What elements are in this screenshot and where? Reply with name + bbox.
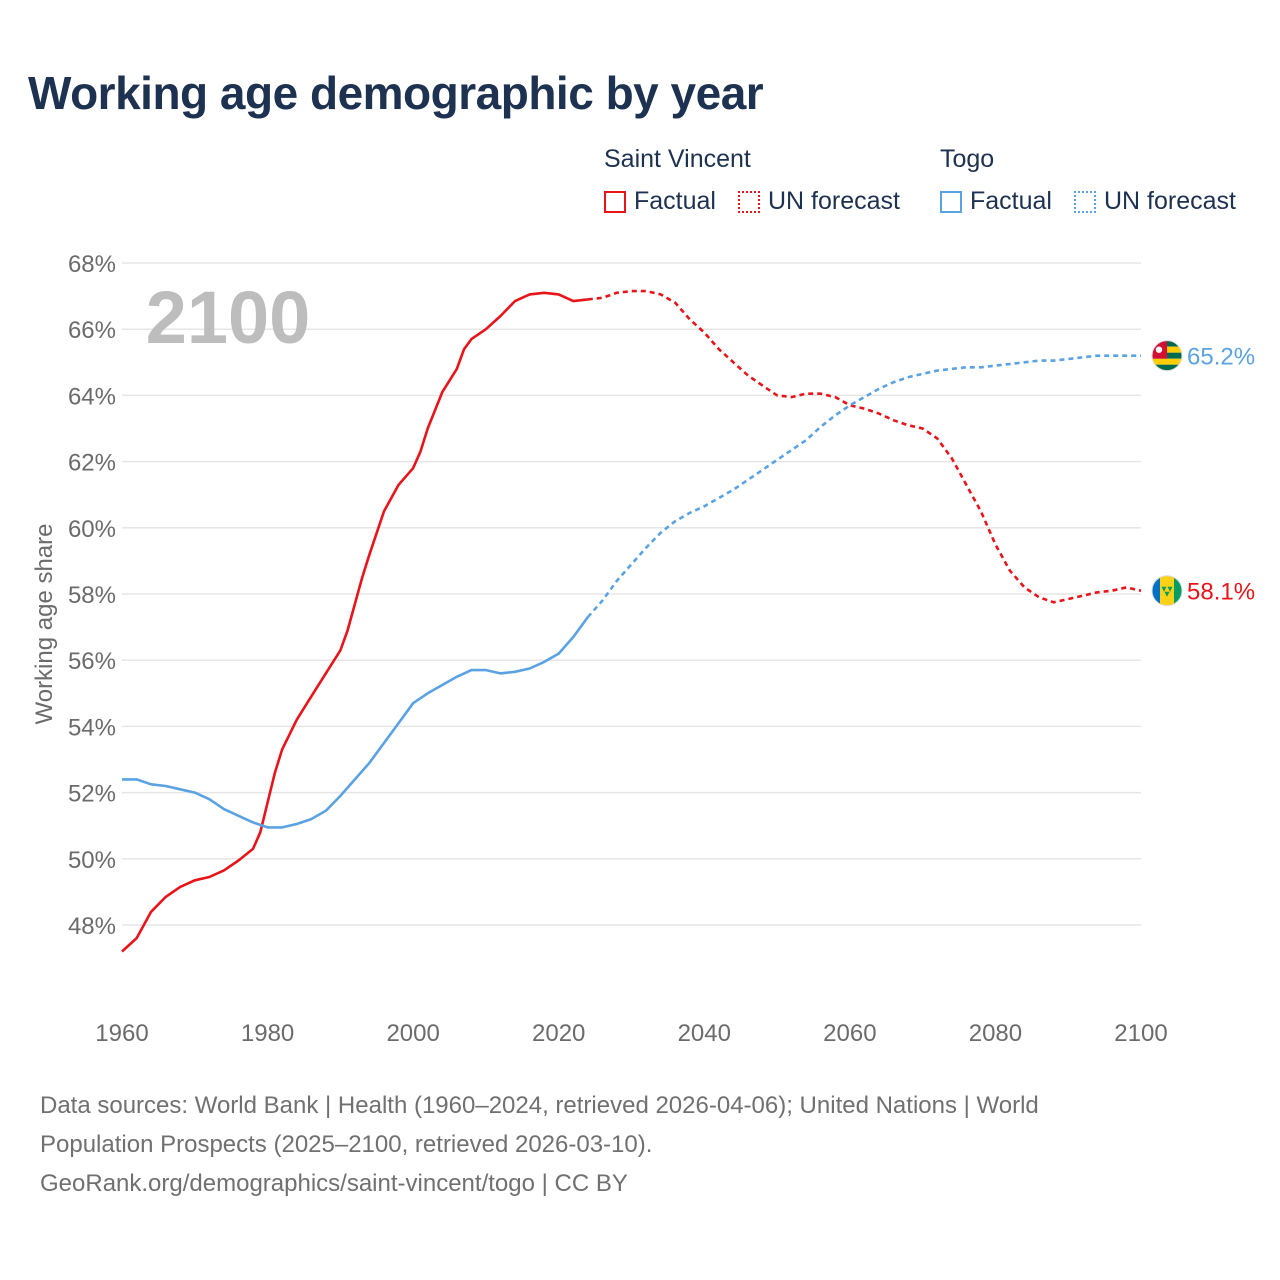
- legend-swatch-dotted-blue: [1074, 190, 1096, 213]
- y-tick-label: 50%: [68, 847, 116, 874]
- togo-factual-line: [122, 616, 589, 829]
- series-lines: [121, 289, 1142, 953]
- x-tick-label: 2020: [532, 1020, 585, 1047]
- x-tick-label: 1980: [241, 1020, 294, 1047]
- y-tick-label: 62%: [68, 450, 116, 477]
- togo-end-label: 65.2%: [1187, 344, 1255, 371]
- y-tick-label: 48%: [68, 913, 116, 940]
- x-tick-label: 2100: [1114, 1020, 1167, 1047]
- legend-label: Factual: [970, 187, 1052, 215]
- y-axis-ticks: 48% 50% 52% 54% 56% 58% 60% 62% 64% 66% 68%: [68, 251, 116, 940]
- legend-group-saint-vincent: Saint Vincent: [604, 145, 751, 173]
- togo-forecast-line: [586, 354, 1141, 619]
- y-tick-label: 68%: [68, 251, 116, 278]
- saint-vincent-flag-icon: [1151, 575, 1183, 607]
- chart-title: Working age demographic by year: [28, 67, 764, 119]
- y-tick-label: 56%: [68, 648, 116, 675]
- saint-vincent-end-label: 58.1%: [1187, 579, 1255, 606]
- x-axis-ticks: 1960 1980 2000 2020 2040 2060 2080 2100: [95, 1020, 1167, 1047]
- grid-lines: [122, 262, 1141, 926]
- footer-sources-line-2: Population Prospects (2025–2100, retriev…: [40, 1131, 653, 1158]
- x-tick-label: 2080: [969, 1020, 1022, 1047]
- series-end-markers: 58.1% 65.2%: [1151, 340, 1255, 607]
- togo-flag-icon: [1151, 340, 1183, 372]
- y-tick-label: 52%: [68, 781, 116, 808]
- legend-swatch-solid-red: [604, 190, 626, 213]
- legend-swatch-solid-blue: [940, 190, 962, 213]
- x-tick-label: 2000: [386, 1020, 439, 1047]
- saint-vincent-forecast-line: [587, 289, 1142, 604]
- saint-vincent-factual-line: [121, 291, 588, 953]
- y-tick-label: 58%: [68, 582, 116, 609]
- x-tick-label: 2060: [823, 1020, 876, 1047]
- legend-swatch-dotted-red: [738, 190, 760, 213]
- y-tick-label: 54%: [68, 714, 116, 741]
- x-tick-label: 1960: [95, 1020, 148, 1047]
- chart-area: 48%50%52%54%56%58%60%62%64%66%68% 1960 19…: [31, 251, 1255, 1047]
- y-axis-label: Working age share: [31, 524, 58, 725]
- footer: Data sources: World Bank | Health (1960–…: [40, 1086, 1240, 1203]
- y-tick-label: 60%: [68, 516, 116, 543]
- y-tick-label: 66%: [68, 317, 116, 344]
- x-tick-label: 2040: [678, 1020, 731, 1047]
- legend-item-saint-vincent-factual[interactable]: Factual: [604, 187, 716, 216]
- footer-link[interactable]: GeoRank.org/demographics/saint-vincent/t…: [40, 1170, 628, 1197]
- y-tick-label: 64%: [68, 383, 116, 410]
- year-watermark: 2100: [146, 276, 311, 359]
- legend-item-togo-forecast[interactable]: UN forecast: [1074, 187, 1236, 216]
- legend-label: Factual: [634, 187, 716, 215]
- legend-label: UN forecast: [1104, 187, 1236, 215]
- legend-item-saint-vincent-forecast[interactable]: UN forecast: [738, 187, 900, 216]
- legend-item-togo-factual[interactable]: Factual: [940, 187, 1052, 216]
- footer-sources-line-1: Data sources: World Bank | Health (1960–…: [40, 1092, 1039, 1119]
- legend-label: UN forecast: [768, 187, 900, 215]
- legend-group-togo: Togo: [940, 145, 995, 173]
